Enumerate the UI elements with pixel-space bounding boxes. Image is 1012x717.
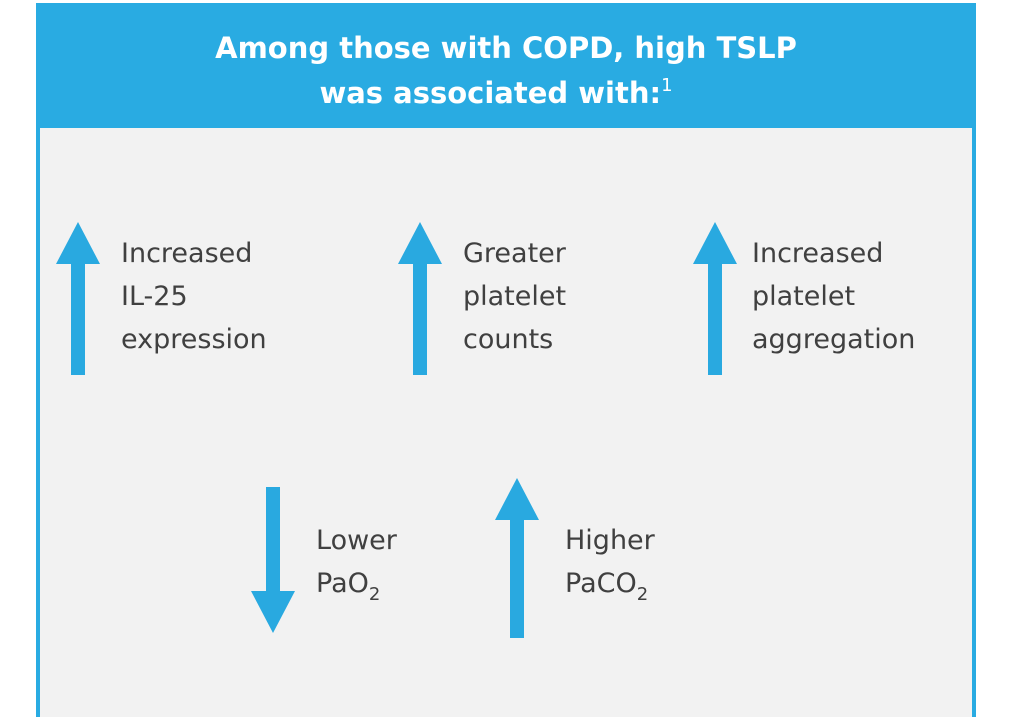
item-text-main: platelet (752, 281, 855, 312)
item-text: Higher (565, 525, 656, 556)
item-text-main: Increased (752, 238, 883, 269)
item-text: IL-25 (121, 281, 188, 312)
header-band (36, 3, 976, 128)
item-text: PaCO2 (565, 568, 648, 605)
item-text-main: Greater (463, 238, 567, 269)
arrow-down (251, 487, 295, 633)
item-text-main: platelet (463, 281, 566, 312)
item-text: Increased (752, 238, 883, 269)
item-text-main: counts (463, 324, 553, 355)
item-text: platelet (752, 281, 855, 312)
item-text: Lower (316, 525, 398, 556)
arrow-up (495, 478, 539, 638)
item-text-main: PaO (316, 568, 369, 599)
item-text: Increased (121, 238, 252, 269)
item-text-main: PaCO (565, 568, 637, 599)
items: Increased IL-25 expression Greater platelet c… (56, 222, 915, 638)
header-title: Among those with COPD, high TSLP (215, 31, 797, 65)
item-text-main: Increased (121, 238, 252, 269)
arrow-up (56, 222, 100, 375)
item-text-main: aggregation (752, 324, 915, 355)
item-text-main: expression (121, 324, 267, 355)
item-text-main: IL-25 (121, 281, 188, 312)
item-text: PaO2 (316, 568, 380, 605)
item-text: expression (121, 324, 267, 355)
item-text: platelet (463, 281, 566, 312)
item-text-main: Lower (316, 525, 398, 556)
header-title: was associated with:1 (319, 75, 672, 110)
item-subscript: 2 (369, 584, 380, 605)
arrow-up (398, 222, 442, 375)
item-text: Greater (463, 238, 567, 269)
item-subscript: 2 (637, 584, 648, 605)
footnote-ref: 1 (661, 75, 672, 96)
item-text: counts (463, 324, 553, 355)
item-text: aggregation (752, 324, 915, 355)
header-title-line: was associated with: (319, 76, 661, 110)
arrow-up (693, 222, 737, 375)
item-text-main: Higher (565, 525, 656, 556)
